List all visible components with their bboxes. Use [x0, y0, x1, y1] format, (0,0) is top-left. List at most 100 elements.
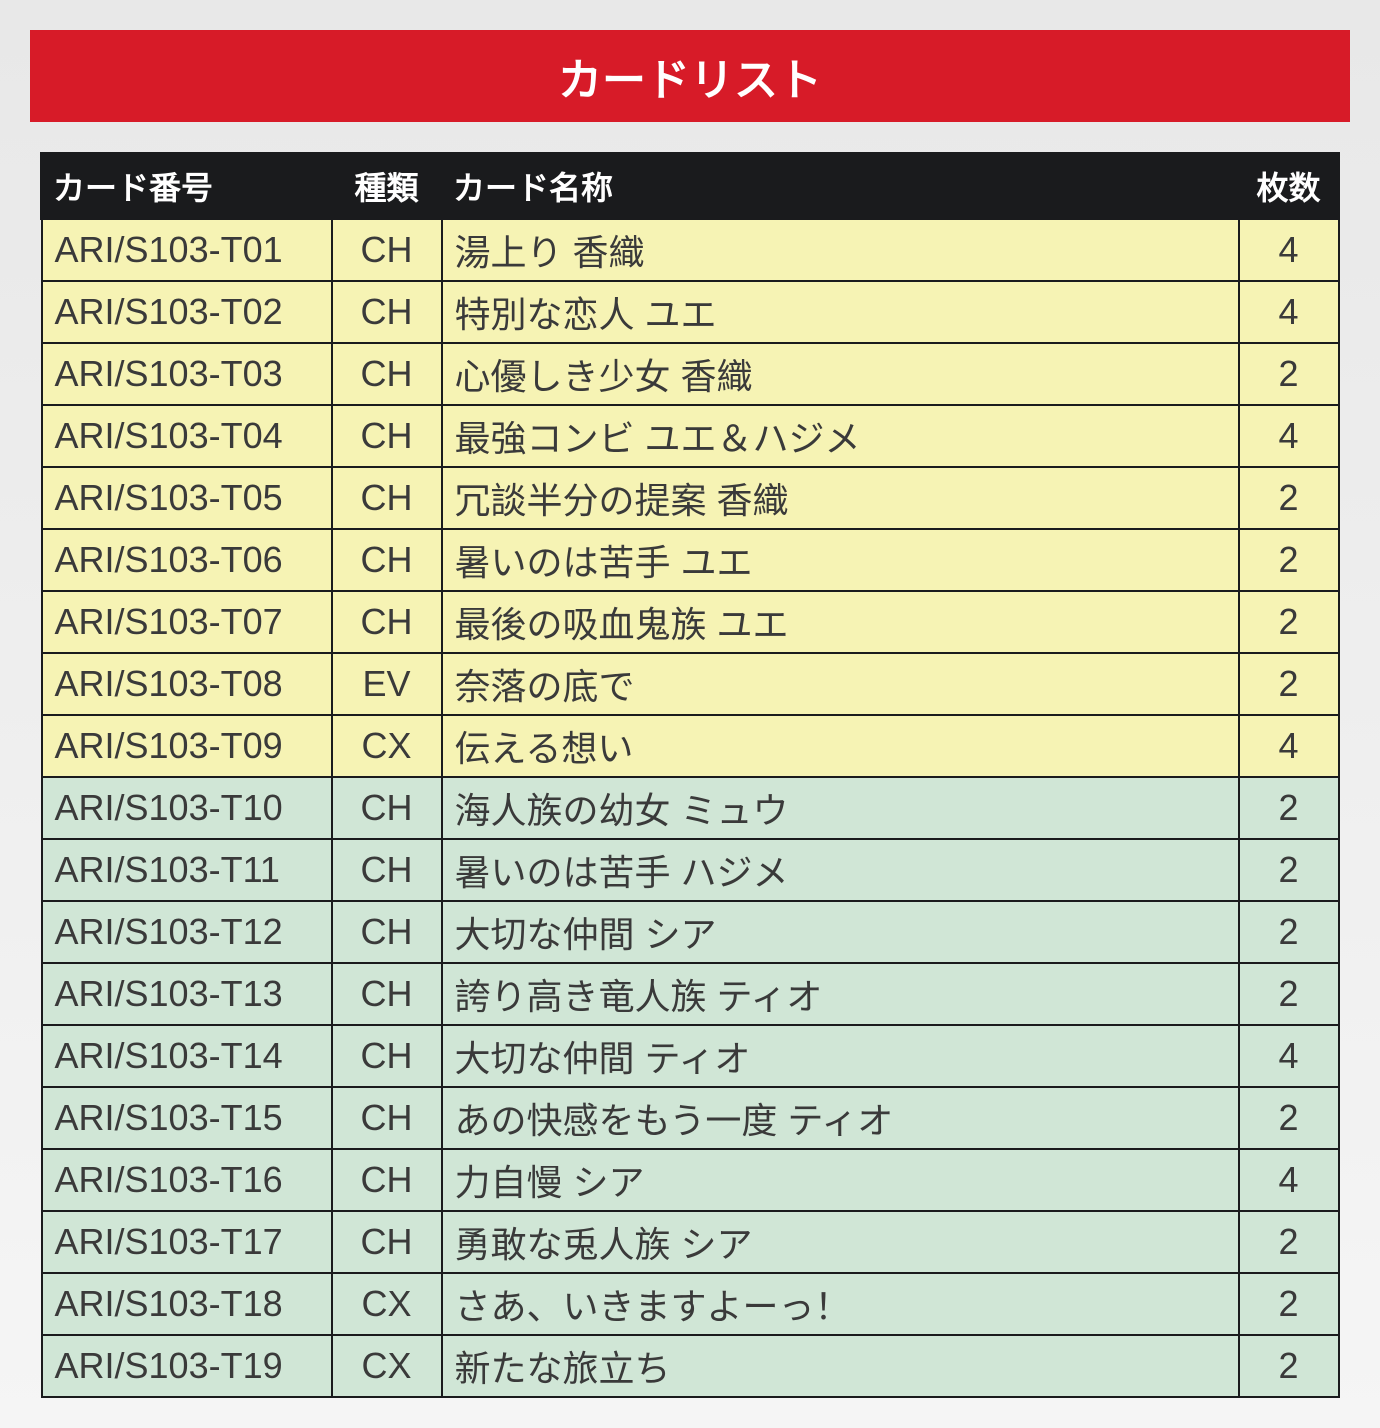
cell-count: 2	[1239, 1273, 1339, 1335]
cell-cardno: ARI/S103-T15	[42, 1087, 332, 1149]
table-row: ARI/S103-T06CH暑いのは苦手 ユエ2	[42, 529, 1339, 591]
cell-name: 特別な恋人 ユエ	[442, 281, 1239, 343]
cell-cardno: ARI/S103-T16	[42, 1149, 332, 1211]
cell-name: 暑いのは苦手 ユエ	[442, 529, 1239, 591]
cell-cardno: ARI/S103-T02	[42, 281, 332, 343]
cell-type: CH	[332, 281, 442, 343]
cell-name: 大切な仲間 ティオ	[442, 1025, 1239, 1087]
table-row: ARI/S103-T13CH誇り高き竜人族 ティオ2	[42, 963, 1339, 1025]
cell-type: CH	[332, 777, 442, 839]
cell-type: CH	[332, 467, 442, 529]
cell-name: 力自慢 シア	[442, 1149, 1239, 1211]
cell-cardno: ARI/S103-T10	[42, 777, 332, 839]
cell-cardno: ARI/S103-T07	[42, 591, 332, 653]
table-row: ARI/S103-T17CH勇敢な兎人族 シア2	[42, 1211, 1339, 1273]
cell-count: 2	[1239, 591, 1339, 653]
cell-type: CH	[332, 405, 442, 467]
cell-count: 4	[1239, 1025, 1339, 1087]
table-row: ARI/S103-T05CH冗談半分の提案 香織2	[42, 467, 1339, 529]
table-row: ARI/S103-T19CX新たな旅立ち2	[42, 1335, 1339, 1397]
cell-count: 2	[1239, 777, 1339, 839]
cell-cardno: ARI/S103-T11	[42, 839, 332, 901]
cell-count: 2	[1239, 653, 1339, 715]
table-row: ARI/S103-T07CH最後の吸血鬼族 ユエ2	[42, 591, 1339, 653]
cell-name: 最強コンビ ユエ＆ハジメ	[442, 405, 1239, 467]
cell-cardno: ARI/S103-T03	[42, 343, 332, 405]
cell-count: 2	[1239, 1087, 1339, 1149]
cell-count: 4	[1239, 219, 1339, 282]
cell-count: 2	[1239, 467, 1339, 529]
table-row: ARI/S103-T12CH大切な仲間 シア2	[42, 901, 1339, 963]
cell-name: 最後の吸血鬼族 ユエ	[442, 591, 1239, 653]
page-title: カードリスト	[30, 30, 1350, 122]
table-row: ARI/S103-T02CH特別な恋人 ユエ4	[42, 281, 1339, 343]
cell-name: あの快感をもう一度 ティオ	[442, 1087, 1239, 1149]
cell-count: 2	[1239, 343, 1339, 405]
cell-type: CH	[332, 529, 442, 591]
cell-type: CX	[332, 715, 442, 777]
table-row: ARI/S103-T16CH力自慢 シア4	[42, 1149, 1339, 1211]
card-list-table-container: カード番号 種類 カード名称 枚数 ARI/S103-T01CH湯上り 香織4A…	[30, 152, 1350, 1398]
cell-name: 暑いのは苦手 ハジメ	[442, 839, 1239, 901]
cell-count: 2	[1239, 529, 1339, 591]
cell-count: 2	[1239, 1335, 1339, 1397]
header-cardno: カード番号	[42, 154, 332, 219]
cell-type: CX	[332, 1273, 442, 1335]
cell-name: 湯上り 香織	[442, 219, 1239, 282]
table-row: ARI/S103-T04CH最強コンビ ユエ＆ハジメ4	[42, 405, 1339, 467]
table-row: ARI/S103-T10CH海人族の幼女 ミュウ2	[42, 777, 1339, 839]
cell-cardno: ARI/S103-T17	[42, 1211, 332, 1273]
cell-name: 勇敢な兎人族 シア	[442, 1211, 1239, 1273]
cell-type: CH	[332, 963, 442, 1025]
card-list-table: カード番号 種類 カード名称 枚数 ARI/S103-T01CH湯上り 香織4A…	[40, 152, 1340, 1398]
cell-name: さあ、いきますよーっ！	[442, 1273, 1239, 1335]
cell-type: CH	[332, 1025, 442, 1087]
cell-name: 誇り高き竜人族 ティオ	[442, 963, 1239, 1025]
table-row: ARI/S103-T01CH湯上り 香織4	[42, 219, 1339, 282]
cell-name: 大切な仲間 シア	[442, 901, 1239, 963]
cell-type: CH	[332, 839, 442, 901]
cell-count: 4	[1239, 1149, 1339, 1211]
cell-name: 海人族の幼女 ミュウ	[442, 777, 1239, 839]
cell-name: 伝える想い	[442, 715, 1239, 777]
cell-cardno: ARI/S103-T06	[42, 529, 332, 591]
cell-cardno: ARI/S103-T01	[42, 219, 332, 282]
cell-cardno: ARI/S103-T05	[42, 467, 332, 529]
table-row: ARI/S103-T15CHあの快感をもう一度 ティオ2	[42, 1087, 1339, 1149]
table-body: ARI/S103-T01CH湯上り 香織4ARI/S103-T02CH特別な恋人…	[42, 219, 1339, 1398]
cell-type: CH	[332, 1149, 442, 1211]
cell-count: 4	[1239, 281, 1339, 343]
table-row: ARI/S103-T18CXさあ、いきますよーっ！2	[42, 1273, 1339, 1335]
cell-count: 2	[1239, 839, 1339, 901]
cell-name: 心優しき少女 香織	[442, 343, 1239, 405]
cell-count: 4	[1239, 405, 1339, 467]
cell-type: CH	[332, 1087, 442, 1149]
cell-count: 2	[1239, 901, 1339, 963]
cell-cardno: ARI/S103-T13	[42, 963, 332, 1025]
header-type: 種類	[332, 154, 442, 219]
cell-cardno: ARI/S103-T12	[42, 901, 332, 963]
table-header: カード番号 種類 カード名称 枚数	[42, 154, 1339, 219]
cell-name: 冗談半分の提案 香織	[442, 467, 1239, 529]
table-row: ARI/S103-T09CX伝える想い4	[42, 715, 1339, 777]
cell-type: CX	[332, 1335, 442, 1397]
cell-count: 2	[1239, 963, 1339, 1025]
cell-type: EV	[332, 653, 442, 715]
cell-name: 新たな旅立ち	[442, 1335, 1239, 1397]
header-name: カード名称	[442, 154, 1239, 219]
table-header-row: カード番号 種類 カード名称 枚数	[42, 154, 1339, 219]
cell-cardno: ARI/S103-T04	[42, 405, 332, 467]
cell-cardno: ARI/S103-T18	[42, 1273, 332, 1335]
cell-count: 4	[1239, 715, 1339, 777]
cell-type: CH	[332, 1211, 442, 1273]
header-count: 枚数	[1239, 154, 1339, 219]
cell-type: CH	[332, 901, 442, 963]
cell-type: CH	[332, 343, 442, 405]
cell-cardno: ARI/S103-T08	[42, 653, 332, 715]
cell-type: CH	[332, 591, 442, 653]
table-row: ARI/S103-T11CH暑いのは苦手 ハジメ2	[42, 839, 1339, 901]
cell-cardno: ARI/S103-T09	[42, 715, 332, 777]
table-row: ARI/S103-T08EV奈落の底で2	[42, 653, 1339, 715]
table-row: ARI/S103-T03CH心優しき少女 香織2	[42, 343, 1339, 405]
cell-count: 2	[1239, 1211, 1339, 1273]
